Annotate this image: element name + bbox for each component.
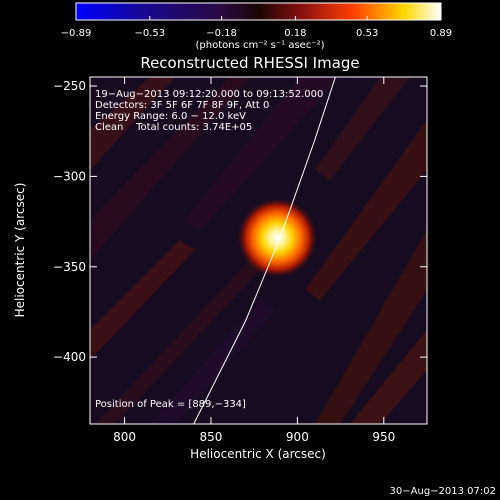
colorbar-tick-label: −0.53 [134, 28, 165, 39]
x-tick-label: 950 [372, 430, 395, 444]
peak-position-label: Position of Peak = [889,−334] [95, 399, 246, 410]
colorbar-units: (photons cm⁻² s⁻¹ asec⁻²) [195, 40, 324, 51]
colorbar-gradient [75, 2, 442, 21]
x-tick-label: 800 [113, 430, 136, 444]
emission-peak [237, 197, 318, 278]
colorbar-tick-label: 0.18 [284, 28, 306, 39]
background-streaks [90, 77, 427, 424]
info-line: Clean Total counts: 3.74E+05 [95, 122, 252, 133]
colorbar: −0.89 −0.53 −0.18 0.18 0.53 0.89 (photons cm⁻… [61, 2, 452, 51]
y-tick-label: −250 [53, 79, 86, 93]
info-line: 19−Aug−2013 09:12:20.000 to 09:13:52.000 [95, 89, 323, 100]
colorbar-ticks: −0.89 −0.53 −0.18 0.18 0.53 0.89 [61, 16, 452, 39]
chart-title: Reconstructed RHESSI Image [140, 54, 359, 72]
solar-limb-curve [193, 77, 336, 424]
y-axis-label: Heliocentric Y (arcsec) [13, 183, 27, 318]
x-tick-label: 850 [200, 430, 223, 444]
plot-frame [89, 76, 428, 425]
y-tick-label: −350 [53, 260, 86, 274]
plot-area [90, 77, 427, 424]
y-tick-label: −300 [53, 169, 86, 183]
x-axis: 800 850 900 950 [113, 77, 395, 444]
info-line: Detectors: 3F 5F 6F 7F 8F 9F, Att 0 [95, 100, 269, 111]
x-axis-label: Heliocentric X (arcsec) [190, 447, 326, 461]
colorbar-tick-label: −0.89 [61, 28, 92, 39]
colorbar-tick-label: −0.18 [206, 28, 237, 39]
colorbar-tick-label: 0.89 [430, 28, 452, 39]
y-tick-label: −400 [53, 350, 86, 364]
timestamp: 30−Aug−2013 07:02 [390, 486, 496, 497]
colorbar-tick-label: 0.53 [356, 28, 378, 39]
info-text: 19−Aug−2013 09:12:20.000 to 09:13:52.000… [95, 89, 323, 133]
x-tick-label: 900 [286, 430, 309, 444]
info-line: Energy Range: 6.0 − 12.0 keV [95, 111, 246, 122]
y-axis: −250 −300 −350 −400 [53, 79, 427, 364]
